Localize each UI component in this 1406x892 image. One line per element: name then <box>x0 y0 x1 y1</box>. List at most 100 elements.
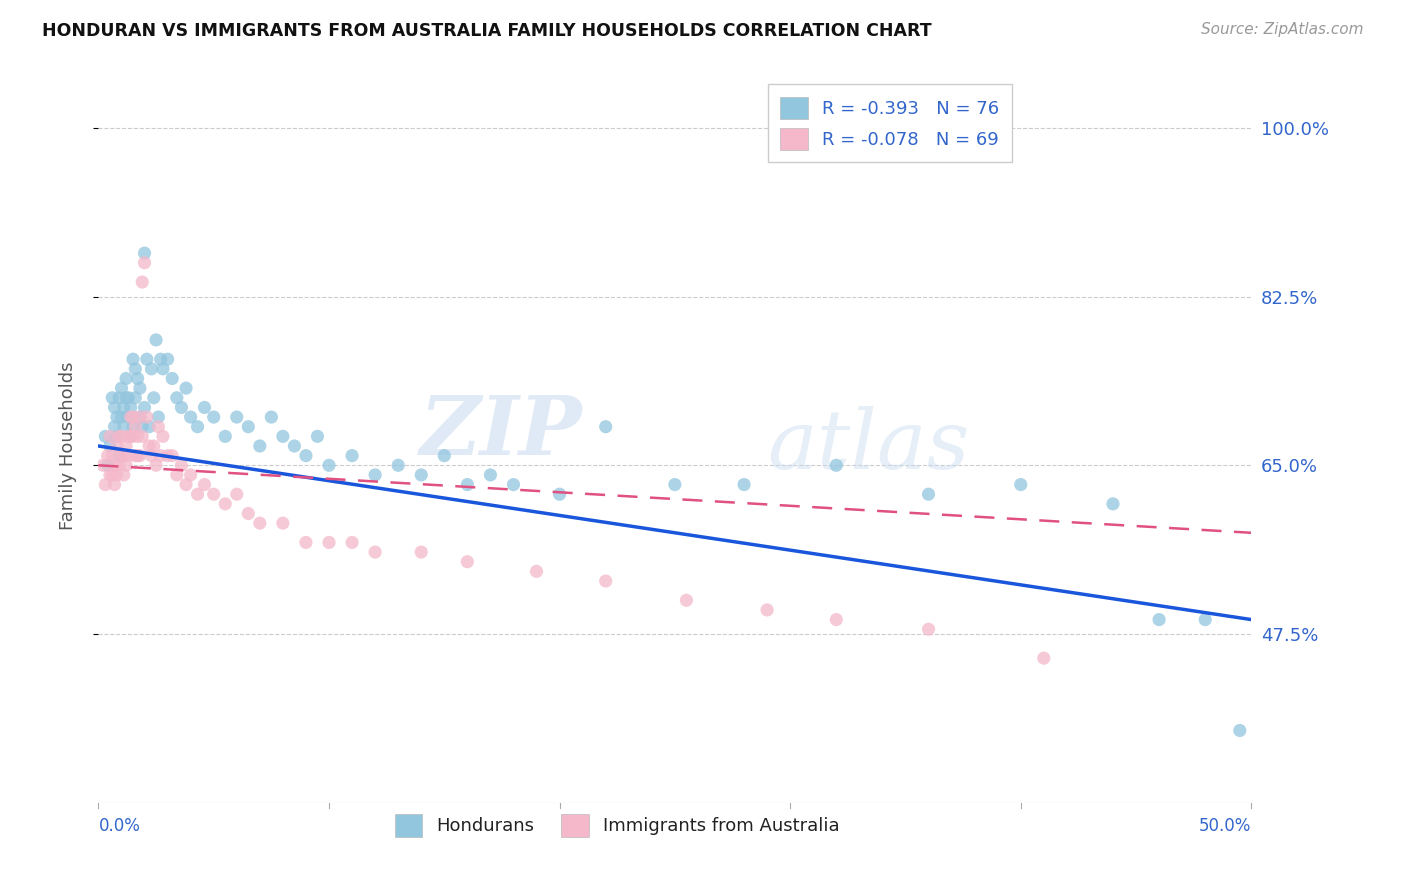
Point <box>664 477 686 491</box>
Point <box>238 507 260 521</box>
Point <box>105 467 128 482</box>
Point <box>149 449 172 463</box>
Text: ZIP: ZIP <box>420 392 582 472</box>
Point <box>101 391 124 405</box>
Point <box>98 439 121 453</box>
Point <box>124 449 146 463</box>
Point <box>110 449 132 463</box>
Point <box>101 449 124 463</box>
Point <box>110 410 132 425</box>
Point <box>225 410 247 425</box>
Point <box>364 467 387 482</box>
Point <box>122 429 145 443</box>
Point <box>214 429 236 443</box>
Point <box>91 458 114 473</box>
Point <box>411 467 433 482</box>
Point <box>307 429 329 443</box>
Point <box>145 333 167 347</box>
Point <box>129 410 152 425</box>
Point <box>456 555 478 569</box>
Point <box>98 429 121 443</box>
Point <box>120 410 142 425</box>
Point <box>675 593 697 607</box>
Point <box>115 458 138 473</box>
Point <box>112 401 135 415</box>
Point <box>387 458 409 473</box>
Point <box>187 487 209 501</box>
Point <box>108 458 131 473</box>
Point <box>134 246 156 260</box>
Point <box>141 362 163 376</box>
Point <box>97 449 120 463</box>
Point <box>120 401 142 415</box>
Point <box>156 352 179 367</box>
Point <box>131 429 153 443</box>
Point <box>917 622 939 636</box>
Point <box>152 362 174 376</box>
Point <box>103 458 125 473</box>
Point <box>97 458 120 473</box>
Point <box>1102 497 1125 511</box>
Point <box>156 449 179 463</box>
Point <box>134 401 156 415</box>
Point <box>166 467 188 482</box>
Point <box>1032 651 1054 665</box>
Point <box>1194 613 1216 627</box>
Point <box>129 410 152 425</box>
Point <box>122 419 145 434</box>
Point <box>127 371 149 385</box>
Point <box>825 458 848 473</box>
Point <box>364 545 387 559</box>
Point <box>152 429 174 443</box>
Point <box>115 371 138 385</box>
Point <box>825 613 848 627</box>
Point <box>160 449 183 463</box>
Point <box>917 487 939 501</box>
Point <box>295 449 318 463</box>
Point <box>138 439 160 453</box>
Point <box>127 429 149 443</box>
Point <box>433 449 456 463</box>
Point <box>105 439 128 453</box>
Point <box>180 410 202 425</box>
Point <box>214 497 236 511</box>
Point <box>145 458 167 473</box>
Point <box>108 391 131 405</box>
Point <box>202 487 225 501</box>
Point <box>129 381 152 395</box>
Point <box>101 467 124 482</box>
Point <box>103 401 125 415</box>
Point <box>174 477 197 491</box>
Point <box>122 352 145 367</box>
Point <box>112 419 135 434</box>
Point <box>135 410 157 425</box>
Point <box>141 449 163 463</box>
Point <box>110 381 132 395</box>
Text: 0.0%: 0.0% <box>98 817 141 835</box>
Point <box>103 419 125 434</box>
Point <box>129 449 152 463</box>
Point <box>131 419 153 434</box>
Point <box>148 419 170 434</box>
Point <box>1229 723 1251 738</box>
Point <box>238 419 260 434</box>
Point <box>148 410 170 425</box>
Point <box>131 275 153 289</box>
Point <box>127 449 149 463</box>
Point <box>225 487 247 501</box>
Point <box>134 256 156 270</box>
Point <box>115 391 138 405</box>
Legend: Hondurans, Immigrants from Australia: Hondurans, Immigrants from Australia <box>388 807 846 844</box>
Point <box>142 439 165 453</box>
Text: atlas: atlas <box>768 406 970 486</box>
Point <box>112 449 135 463</box>
Point <box>94 429 117 443</box>
Point <box>94 477 117 491</box>
Point <box>103 477 125 491</box>
Point <box>193 401 215 415</box>
Point <box>318 458 340 473</box>
Point <box>124 362 146 376</box>
Point <box>142 391 165 405</box>
Y-axis label: Family Households: Family Households <box>59 362 77 530</box>
Point <box>271 429 294 443</box>
